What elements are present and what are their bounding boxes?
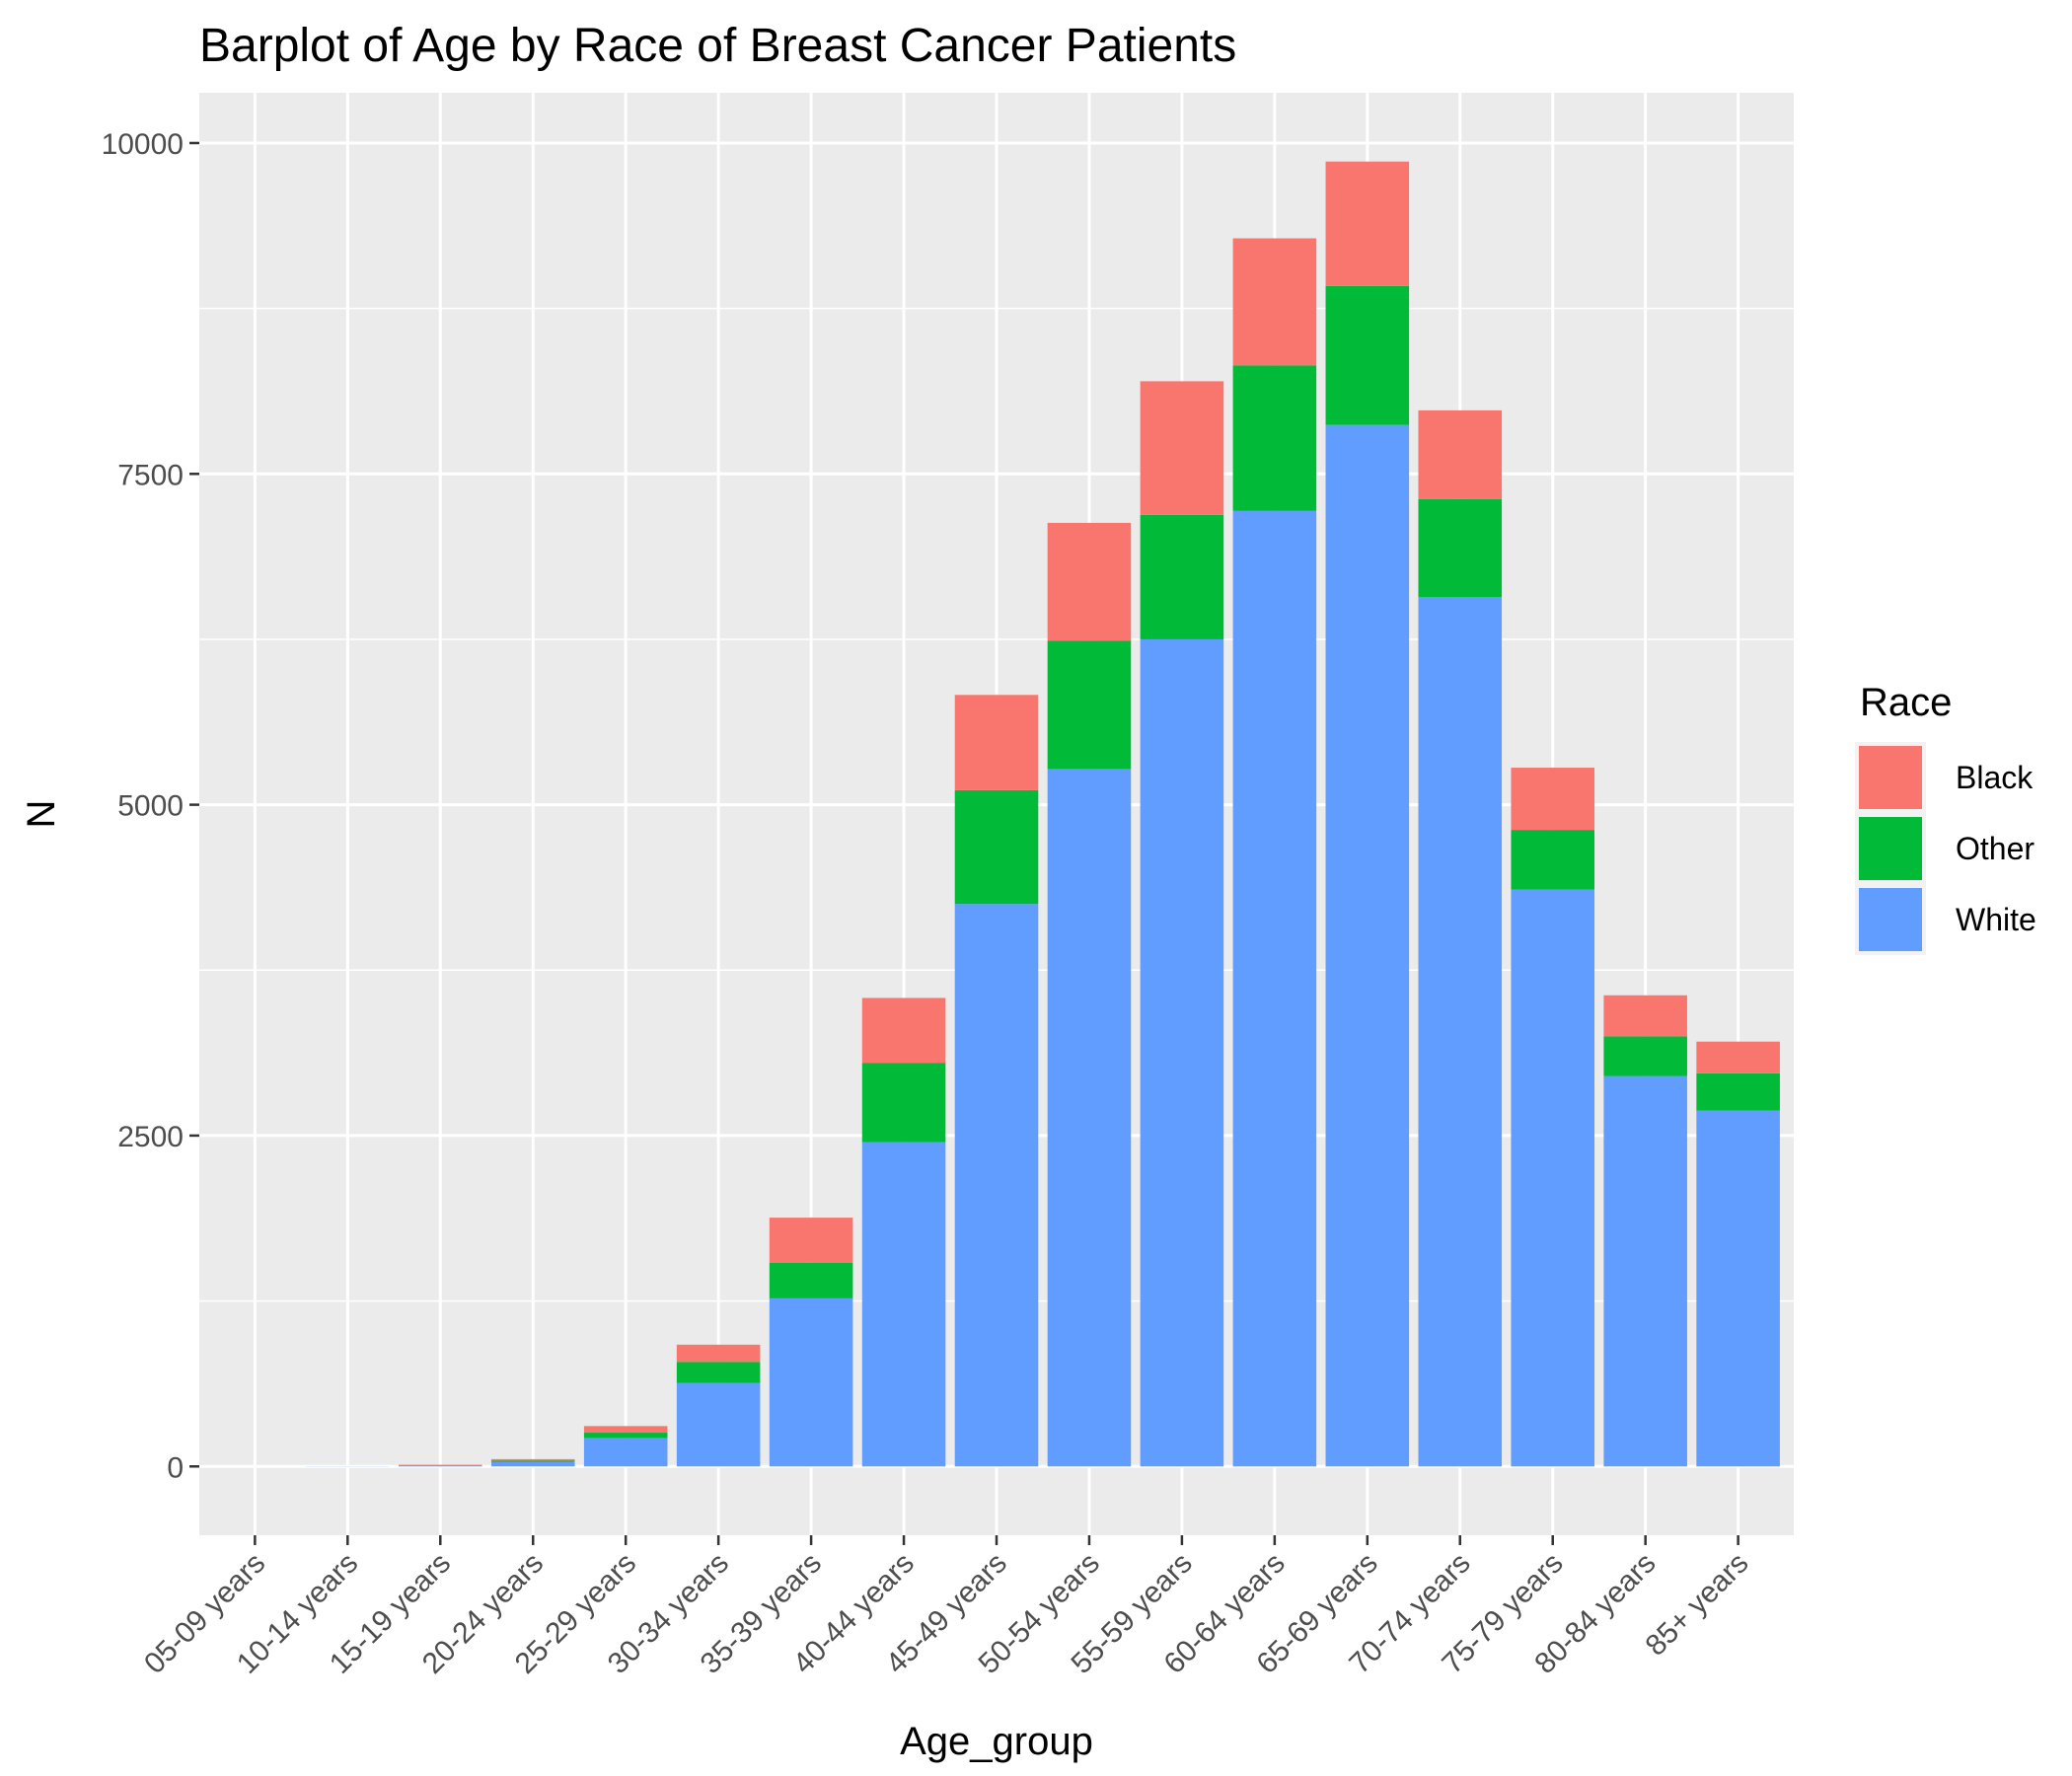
bar-white (954, 904, 1039, 1467)
bar-white (1418, 597, 1503, 1467)
legend: Race Black Other White (1855, 681, 2036, 955)
legend-swatch-other (1859, 817, 1922, 880)
bar-white (1325, 424, 1410, 1467)
bar-other (1603, 1036, 1687, 1076)
legend-swatch-white (1859, 888, 1922, 951)
y-tick-label: 10000 (102, 128, 184, 161)
legend-title: Race (1860, 681, 1952, 724)
x-tick-label: 85+ years (1639, 1547, 1754, 1663)
y-axis-title: N (20, 800, 63, 829)
legend-label-black: Black (1956, 760, 2034, 795)
bar-other (1418, 498, 1503, 598)
bar-black (1603, 995, 1687, 1037)
legend-label-other: Other (1956, 831, 2035, 866)
bar-black (1418, 409, 1503, 499)
bar-other (583, 1433, 668, 1439)
bar-other (1047, 640, 1132, 770)
legend-label-white: White (1956, 902, 2036, 937)
bar-other (861, 1063, 946, 1143)
legend-swatch-black (1859, 746, 1922, 809)
y-tick-label: 7500 (117, 459, 184, 491)
x-axis-title: Age_group (900, 1720, 1093, 1763)
bar-other (676, 1362, 761, 1383)
bars (306, 161, 1780, 1467)
bar-other (1232, 365, 1317, 511)
bar-black (954, 695, 1039, 790)
bar-black (676, 1344, 761, 1363)
bar-white (1140, 638, 1224, 1467)
bar-white (399, 1465, 482, 1467)
bar-black (1325, 161, 1410, 286)
bar-black (1511, 768, 1594, 831)
chart-title: Barplot of Age by Race of Breast Cancer … (199, 20, 1236, 72)
bar-white (583, 1438, 668, 1467)
bar-black (1140, 381, 1224, 515)
bar-other (1511, 830, 1594, 890)
bar-white (769, 1297, 853, 1467)
bar-other (1325, 285, 1410, 425)
bar-white (1511, 889, 1594, 1467)
y-tick-label: 5000 (117, 790, 184, 823)
y-tick-label: 2500 (117, 1121, 184, 1153)
bar-white (676, 1382, 761, 1467)
bar-other (1696, 1073, 1780, 1111)
bar-other (490, 1460, 575, 1462)
bar-black (1696, 1041, 1780, 1073)
bar-black (769, 1218, 853, 1263)
bar-white (1047, 769, 1132, 1467)
bar-white (1603, 1075, 1687, 1467)
bar-other (769, 1262, 853, 1298)
bar-white (490, 1461, 575, 1467)
bar-other (954, 789, 1039, 905)
bar-black (1047, 522, 1132, 641)
y-tick-label: 0 (167, 1451, 184, 1484)
y-axis: 0 2500 5000 7500 10000 (102, 128, 199, 1484)
bar-white (861, 1142, 946, 1467)
bar-white (1696, 1110, 1780, 1467)
bar-black (1232, 238, 1317, 366)
bar-black (861, 998, 946, 1064)
bar-black (490, 1458, 575, 1461)
bar-other (1140, 514, 1224, 639)
bar-white (1232, 510, 1317, 1467)
bar-black (583, 1426, 668, 1434)
